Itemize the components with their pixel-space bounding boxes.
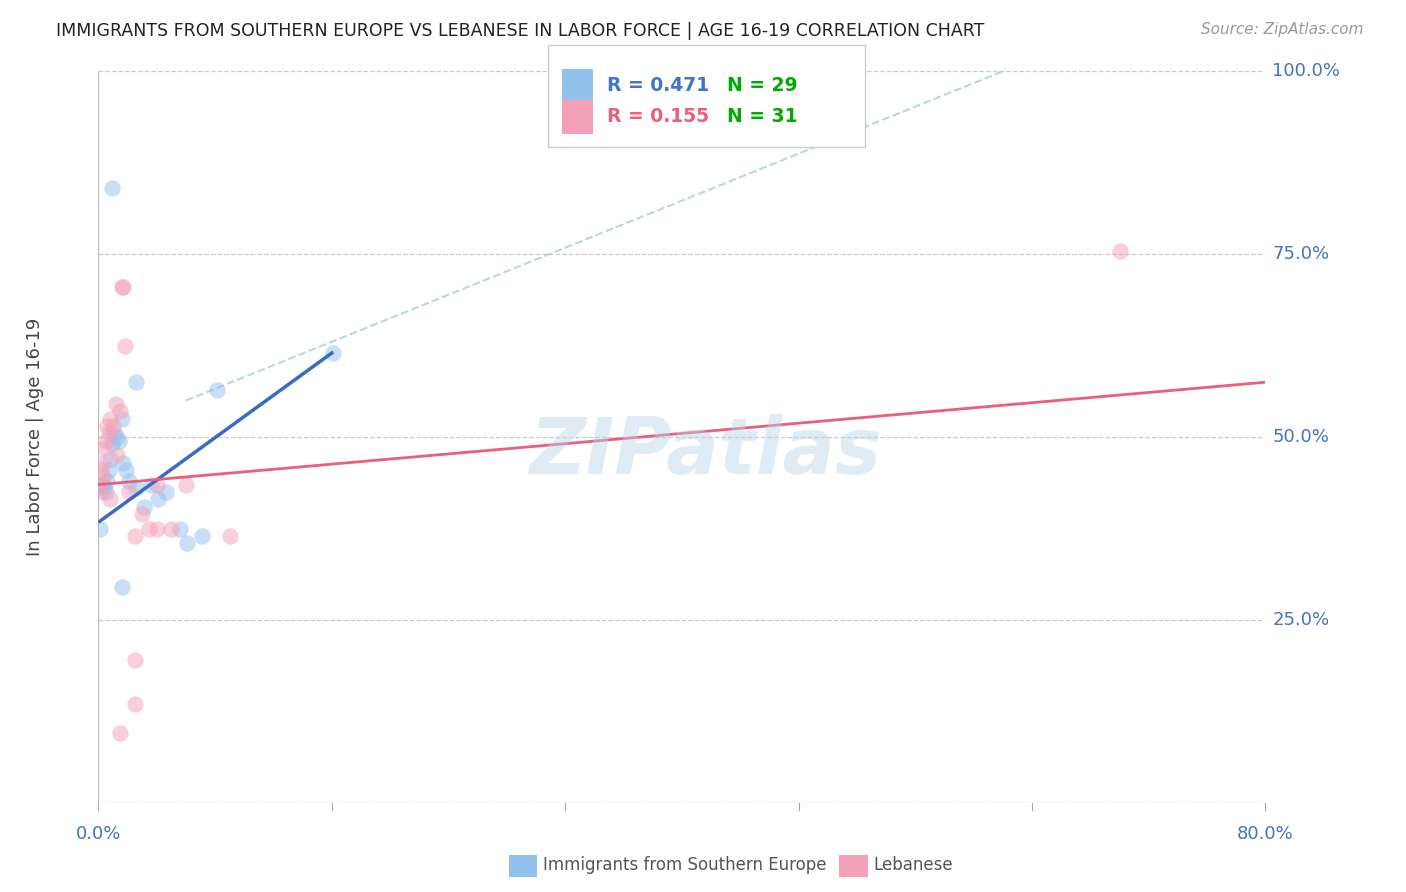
Point bbox=[93, 441, 115, 455]
Point bbox=[1108, 244, 1130, 258]
Text: 100.0%: 100.0% bbox=[1272, 62, 1340, 80]
Point bbox=[112, 280, 135, 294]
Point bbox=[94, 434, 117, 448]
Point bbox=[218, 529, 240, 543]
Point bbox=[97, 463, 120, 477]
Point bbox=[104, 397, 127, 411]
Text: 75.0%: 75.0% bbox=[1272, 245, 1330, 263]
Point bbox=[111, 580, 134, 594]
Text: In Labor Force | Age 16-19: In Labor Force | Age 16-19 bbox=[27, 318, 44, 557]
Point bbox=[89, 521, 111, 535]
Text: R = 0.155: R = 0.155 bbox=[607, 107, 710, 127]
Point bbox=[176, 536, 198, 550]
Point bbox=[322, 346, 344, 360]
Point bbox=[155, 485, 177, 500]
Text: 50.0%: 50.0% bbox=[1272, 428, 1329, 446]
Point bbox=[146, 521, 169, 535]
Point bbox=[90, 477, 112, 491]
Text: N = 31: N = 31 bbox=[727, 107, 797, 127]
Point bbox=[118, 474, 141, 488]
Text: 0.0%: 0.0% bbox=[76, 825, 121, 843]
Point bbox=[148, 492, 170, 507]
Text: Immigrants from Southern Europe: Immigrants from Southern Europe bbox=[543, 856, 827, 874]
Point bbox=[125, 376, 148, 390]
Point bbox=[96, 419, 118, 434]
Point bbox=[124, 529, 146, 543]
Point bbox=[90, 463, 112, 477]
Point bbox=[91, 470, 114, 484]
Point bbox=[91, 456, 114, 470]
Point bbox=[114, 338, 136, 352]
Point bbox=[125, 481, 148, 495]
Point bbox=[191, 529, 214, 543]
Point bbox=[138, 521, 160, 535]
Text: 25.0%: 25.0% bbox=[1272, 611, 1330, 629]
Text: IMMIGRANTS FROM SOUTHERN EUROPE VS LEBANESE IN LABOR FORCE | AGE 16-19 CORRELATI: IMMIGRANTS FROM SOUTHERN EUROPE VS LEBAN… bbox=[56, 22, 984, 40]
Point bbox=[146, 477, 169, 491]
Point bbox=[105, 449, 128, 463]
Point bbox=[124, 697, 146, 711]
Point bbox=[139, 477, 162, 491]
Point bbox=[111, 280, 134, 294]
Point bbox=[97, 426, 120, 441]
Point bbox=[160, 521, 183, 535]
Point bbox=[110, 726, 132, 740]
Point bbox=[94, 485, 117, 500]
Point bbox=[98, 452, 121, 467]
Text: Source: ZipAtlas.com: Source: ZipAtlas.com bbox=[1201, 22, 1364, 37]
Text: ZIPatlas: ZIPatlas bbox=[529, 414, 882, 490]
Point bbox=[111, 412, 134, 426]
Point bbox=[108, 434, 131, 448]
Text: N = 29: N = 29 bbox=[727, 76, 797, 95]
Point bbox=[98, 412, 121, 426]
Point bbox=[131, 507, 153, 521]
Point bbox=[110, 404, 132, 418]
Point bbox=[96, 474, 118, 488]
Point bbox=[100, 437, 122, 451]
Point bbox=[112, 456, 135, 470]
Text: R = 0.471: R = 0.471 bbox=[607, 76, 710, 95]
Point bbox=[174, 477, 197, 491]
Text: Lebanese: Lebanese bbox=[873, 856, 953, 874]
Point bbox=[118, 485, 141, 500]
Point bbox=[89, 477, 111, 491]
Text: 80.0%: 80.0% bbox=[1237, 825, 1294, 843]
Point bbox=[101, 419, 124, 434]
Point bbox=[93, 481, 115, 495]
Point bbox=[205, 383, 228, 397]
Point bbox=[169, 521, 191, 535]
Point bbox=[132, 500, 155, 514]
Point bbox=[103, 426, 125, 441]
Point bbox=[115, 463, 138, 477]
Point bbox=[124, 653, 146, 667]
Point bbox=[105, 430, 128, 444]
Point bbox=[91, 477, 114, 491]
Point bbox=[98, 492, 121, 507]
Point bbox=[100, 181, 122, 195]
Point bbox=[90, 485, 112, 500]
